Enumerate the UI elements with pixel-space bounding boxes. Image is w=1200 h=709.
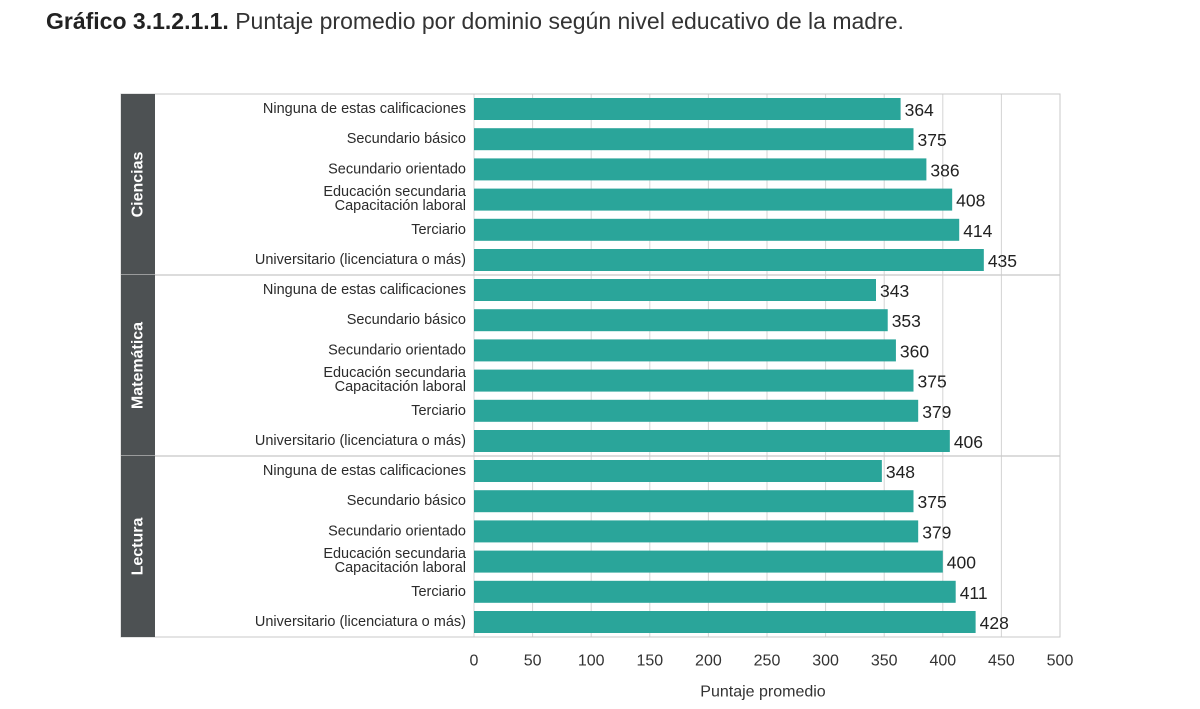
chart-number: Gráfico 3.1.2.1.1.	[46, 8, 229, 34]
category-label: Secundario básico	[347, 493, 466, 509]
x-tick-label: 500	[1047, 653, 1074, 670]
category-label: Secundario orientado	[328, 523, 466, 539]
category-label: Terciario	[411, 584, 466, 600]
bar	[474, 460, 882, 482]
x-tick-label: 350	[871, 653, 898, 670]
bar	[474, 98, 901, 120]
bar	[474, 218, 960, 241]
bar	[474, 430, 950, 452]
x-tick-label: 450	[988, 653, 1015, 670]
category-label: Universitario (licenciatura o más)	[255, 614, 466, 630]
data-label: 428	[980, 613, 1009, 633]
data-label: 400	[947, 553, 976, 573]
category-label: Ninguna de estas calificaciones	[263, 463, 466, 479]
x-axis-label: Puntaje promedio	[700, 684, 826, 701]
bar	[474, 188, 953, 211]
x-tick-label: 0	[470, 653, 479, 670]
category-label: Universitario (licenciatura o más)	[255, 433, 466, 449]
x-tick-label: 150	[636, 653, 663, 670]
category-label: Educación secundaria Capacitación laboral	[323, 365, 467, 395]
x-tick-label: 400	[929, 653, 956, 670]
panel-label-matemática: Matemática	[130, 322, 147, 409]
data-label: 411	[960, 583, 988, 603]
category-label: Secundario básico	[347, 312, 466, 328]
x-tick-label: 300	[812, 653, 839, 670]
data-label: 435	[988, 251, 1017, 271]
data-label: 353	[892, 311, 921, 331]
category-label: Educación secundaria Capacitación laboral	[323, 184, 467, 214]
data-label: 379	[922, 402, 951, 422]
bar	[474, 309, 888, 332]
bar	[474, 580, 956, 603]
panel-strip	[121, 456, 155, 637]
bar	[474, 399, 919, 422]
data-label: 406	[954, 432, 983, 452]
data-label: 343	[880, 281, 909, 301]
category-label: Terciario	[411, 222, 466, 238]
bar	[474, 279, 876, 301]
data-label: 375	[918, 372, 947, 392]
category-label: Secundario básico	[347, 131, 466, 147]
data-label: 386	[930, 160, 959, 180]
data-label: 360	[900, 341, 929, 361]
x-tick-label: 50	[524, 653, 542, 670]
category-label: Ninguna de estas calificaciones	[263, 101, 466, 117]
data-label: 364	[905, 100, 934, 120]
data-label: 375	[918, 492, 947, 512]
bar	[474, 369, 914, 392]
data-label: 414	[963, 221, 992, 241]
category-label: Universitario (licenciatura o más)	[255, 252, 466, 268]
bar	[474, 249, 984, 271]
data-label: 408	[956, 191, 985, 211]
category-label: Terciario	[411, 403, 466, 419]
data-label: 379	[922, 522, 951, 542]
x-tick-label: 200	[695, 653, 722, 670]
category-label: Ninguna de estas calificaciones	[263, 282, 466, 298]
data-label: 348	[886, 462, 915, 482]
panel-strip	[121, 94, 155, 275]
bar	[474, 128, 914, 151]
bar	[474, 520, 919, 543]
category-label: Educación secundaria Capacitación laboral	[323, 546, 467, 576]
panel-strip	[121, 275, 155, 456]
bar	[474, 611, 976, 633]
bar	[474, 339, 896, 362]
chart-title: Gráfico 3.1.2.1.1. Puntaje promedio por …	[46, 8, 904, 35]
data-label: 375	[918, 130, 947, 150]
x-tick-label: 250	[754, 653, 781, 670]
bar	[474, 158, 927, 181]
panel-label-ciencias: Ciencias	[130, 151, 147, 217]
chart-title-text: Puntaje promedio por dominio según nivel…	[235, 8, 904, 34]
category-label: Secundario orientado	[328, 342, 466, 358]
category-label: Secundario orientado	[328, 161, 466, 177]
bar	[474, 490, 914, 513]
x-tick-label: 100	[578, 653, 605, 670]
panel-label-lectura: Lectura	[130, 518, 147, 576]
bar	[474, 550, 943, 573]
